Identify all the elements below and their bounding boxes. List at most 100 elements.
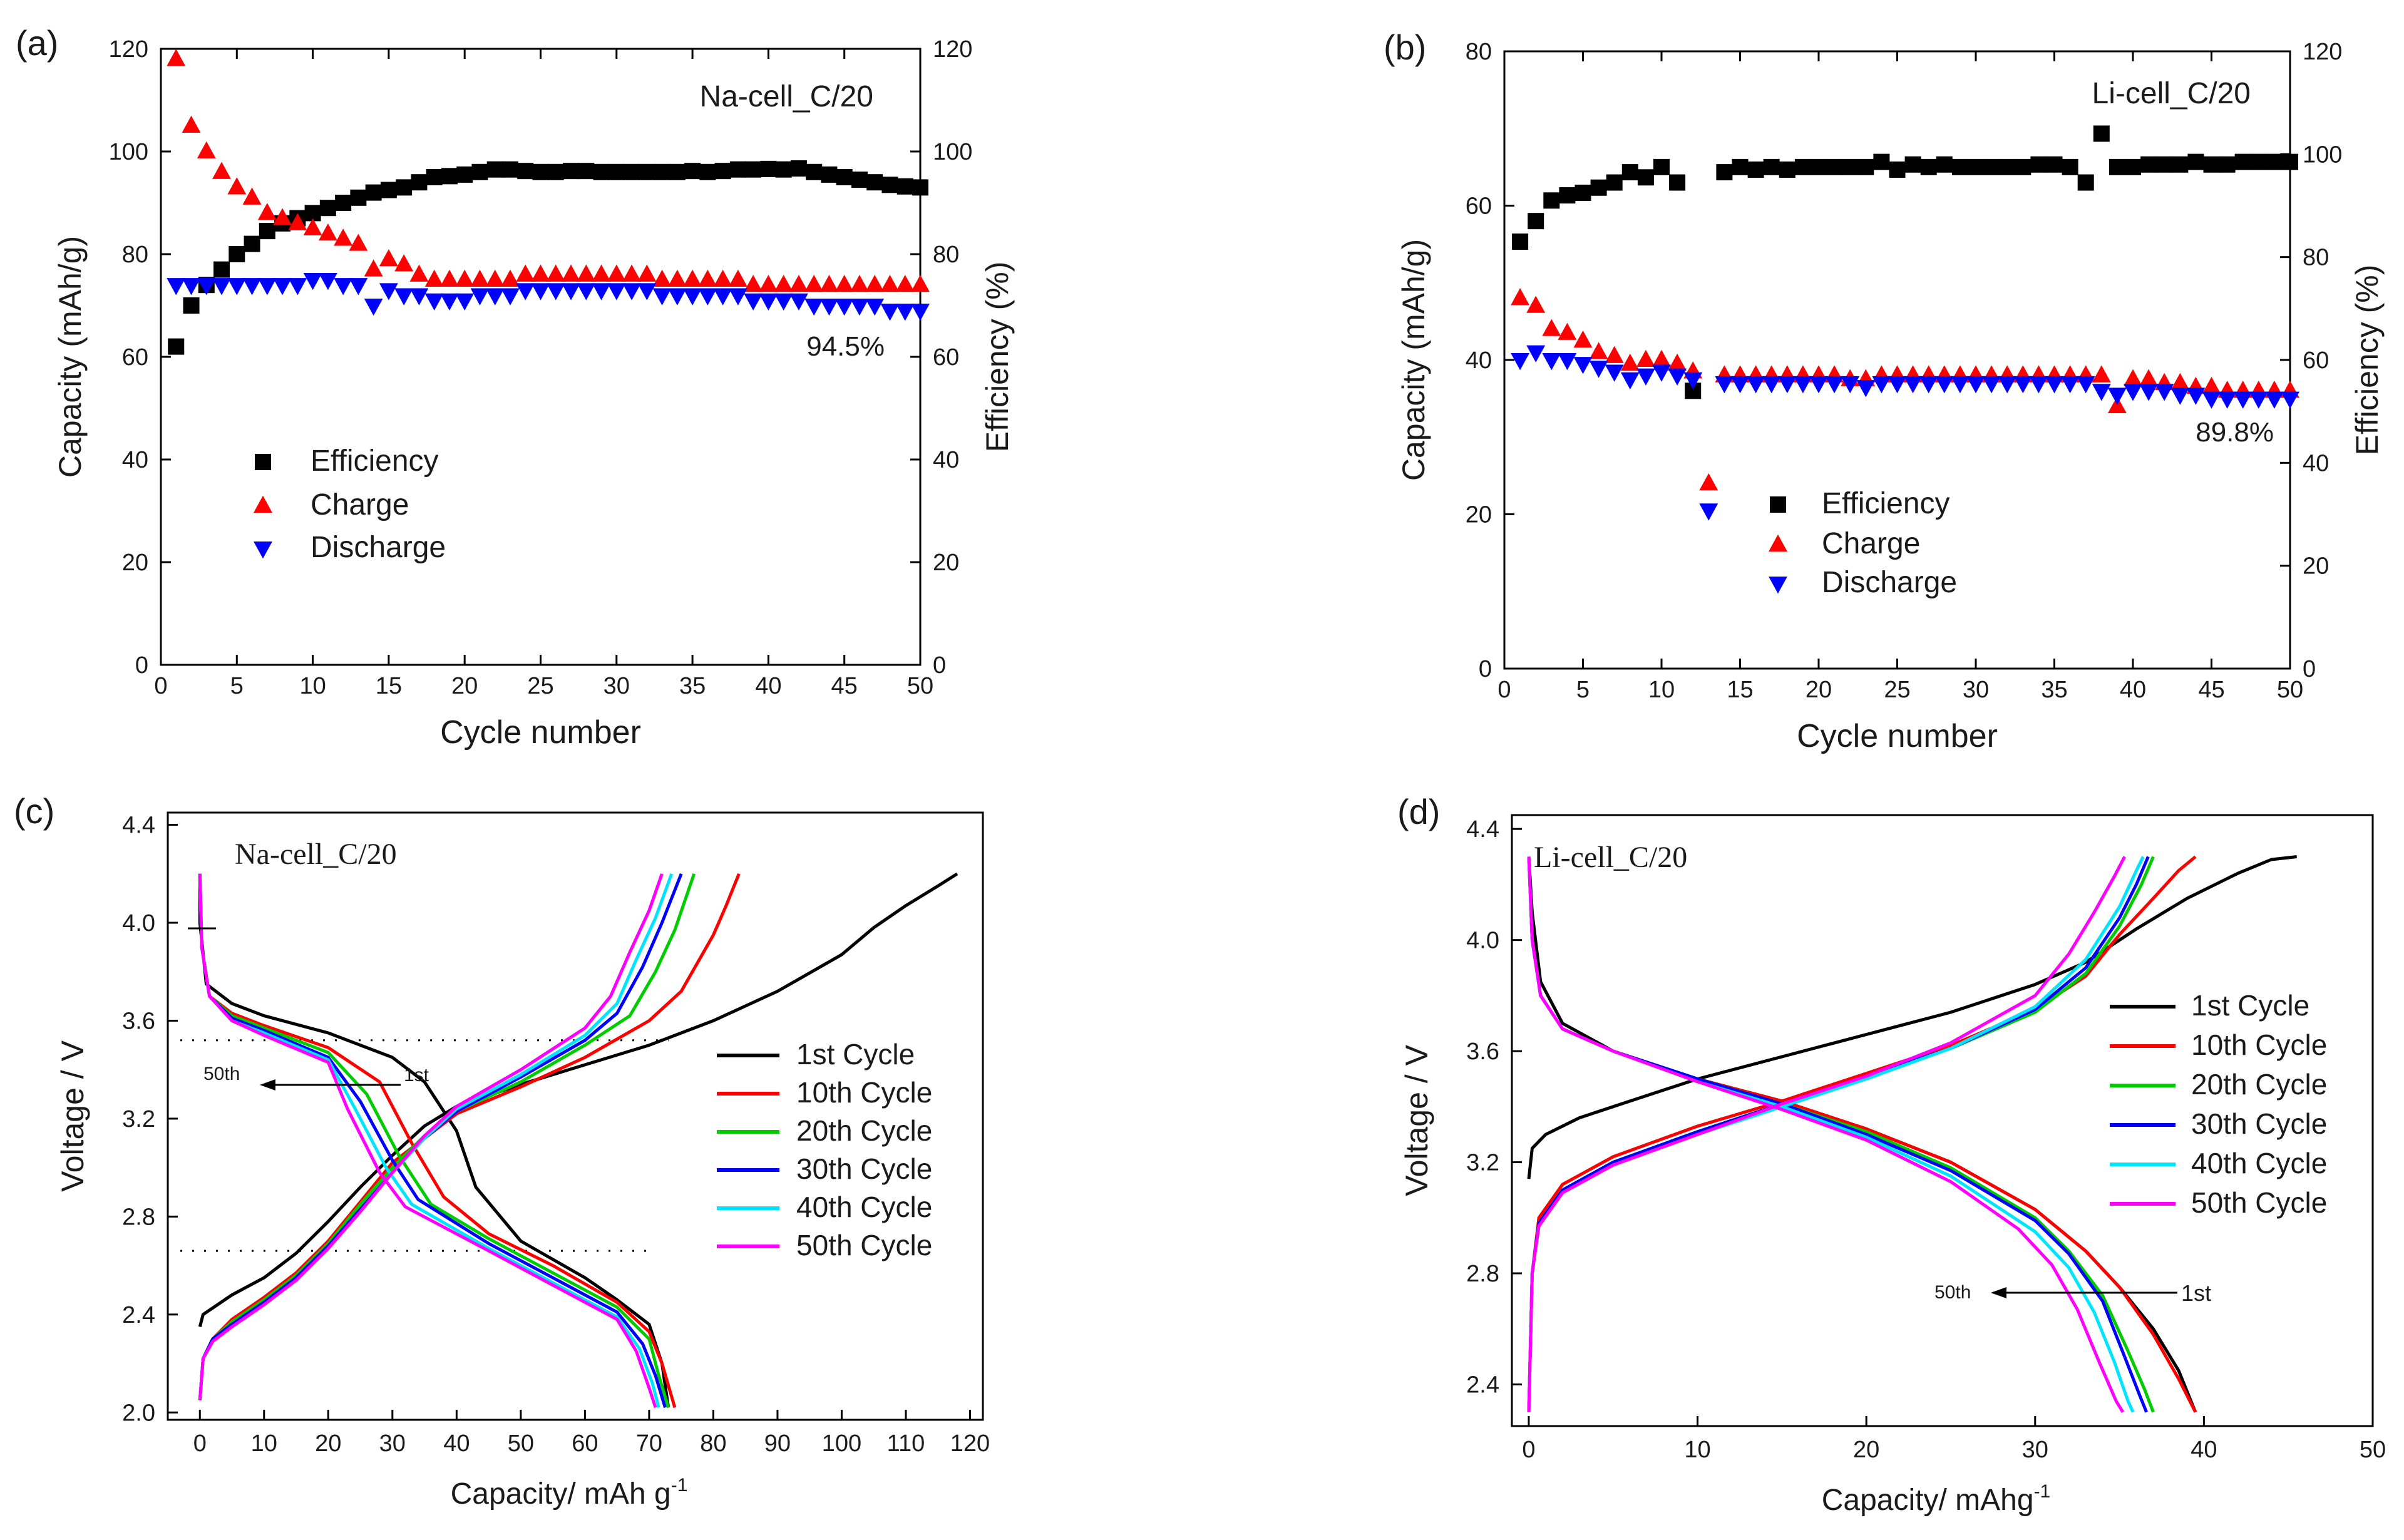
efficiency-point [2172,156,2189,173]
charge-point [318,223,337,241]
charge-point [728,269,747,287]
discharge-point [728,288,747,305]
discharge-point [713,288,732,305]
charge-point [257,203,277,220]
y2-tick-label: 100 [2303,141,2342,168]
y2-tick-label: 120 [2303,39,2342,65]
legend-label: Charge [311,488,409,521]
x-tick-label: 100 [822,1430,861,1457]
discharge-point [592,283,611,300]
efficiency-point [654,163,670,180]
charge-point [1573,330,1593,348]
discharge-point [1746,376,1765,394]
discharge-point [273,278,292,295]
charge-point [273,208,292,225]
arrow-label-to: 50th [1934,1282,1971,1303]
panel-c: 0 10 20 30 40 50 60 70 80 90 100 110 120 2.0 2.4 2.8 3.2… [14,791,990,1511]
efficiency-point [684,163,701,180]
efficiency-point [669,163,686,180]
legend-label: Efficiency [1822,487,1950,520]
efficiency-point [593,163,610,180]
series-50th-cycle [198,873,664,1409]
plot-frame [1511,814,2374,1427]
charge-point [2202,376,2221,394]
discharge-point [1825,376,1844,394]
discharge-point [409,288,429,305]
discharge-point [2092,384,2111,401]
charge-point [865,274,885,292]
efficiency-point [1716,164,1733,181]
efficiency-point [1920,158,1937,175]
efficiency-point [547,163,564,180]
efficiency-point [335,195,352,211]
inset-label: Na-cell_C/20 [700,80,873,113]
efficiency-point [1669,174,1686,191]
y-tick-label: 80 [122,242,148,268]
y-tick-label: 40 [122,447,148,473]
arrow-head [260,1079,275,1091]
discharge-point [197,278,216,295]
charge-point [334,228,353,246]
charge-point [1652,349,1671,367]
discharge-point [789,293,808,311]
y-tick-label: 2.0 [122,1400,155,1426]
discharge-point [1950,376,1970,394]
panel-b: 0 5 10 15 20 25 30 35 40 45 5002040608002040608010… [1384,28,2385,754]
x-tick-label: 10 [1648,677,1675,703]
efficiency-point [411,174,428,191]
y2-tick-label: 20 [2303,553,2329,580]
y-tick-label: 2.8 [1466,1261,1499,1287]
efficiency-point [2140,156,2157,173]
series-discharge [167,272,930,321]
charge-point [652,269,672,287]
discharge-point [1542,352,1561,371]
y-tick-label: 20 [1466,502,1492,528]
plot-frame [167,811,984,1421]
efficiency-point [2282,153,2298,170]
legend-marker [255,454,271,470]
series-charge [167,49,930,292]
x-tick-label: 70 [636,1430,662,1457]
x-tick-label: 20 [451,673,478,699]
legend: 1st Cycle 10th Cycle 20th Cycle 30th Cycle 4… [2110,989,2327,1219]
charge-point [850,274,869,292]
charge-point [531,264,550,282]
annotation-label: 89.8% [2196,417,2274,448]
x-tick-label: 80 [700,1430,726,1457]
x-tick-label: 10 [1684,1437,1710,1463]
discharge-point [1966,376,1985,394]
efficiency-point [2062,158,2078,175]
discharge-point [1715,376,1734,394]
y2-tick-label: 40 [2303,450,2329,476]
efficiency-point [1951,158,1968,175]
discharge-point [1934,376,1954,394]
discharge-point [2060,376,2080,394]
x-tick-label: 35 [2041,677,2067,703]
legend-label: 50th Cycle [796,1229,932,1261]
charge-point [698,269,717,287]
y2-tick-label: 120 [933,36,972,63]
discharge-point [318,272,337,290]
efficiency-point [532,163,549,180]
charge-point [1542,319,1561,336]
efficiency-point [1857,158,1874,175]
discharge-point [167,278,186,295]
x-axis-label: Capacity/ mAh g-1 [451,1475,688,1511]
x-tick-label: 0 [1522,1437,1535,1463]
y-tick-label: 0 [135,652,148,679]
efficiency-point [1559,187,1576,204]
efficiency-point [1873,153,1890,170]
y-tick-label: 3.6 [122,1008,155,1034]
legend-label: Discharge [311,531,446,564]
efficiency-point [1904,156,1921,173]
charge-point [546,264,565,282]
discharge-point [439,293,459,311]
charge-point [349,234,368,251]
efficiency-point [881,177,898,193]
x-tick-label: 50 [508,1430,534,1457]
y2-tick-label: 20 [933,550,959,576]
discharge-point [546,283,565,300]
efficiency-point [426,169,443,185]
efficiency-point [2077,174,2094,191]
charge-point [592,264,611,282]
